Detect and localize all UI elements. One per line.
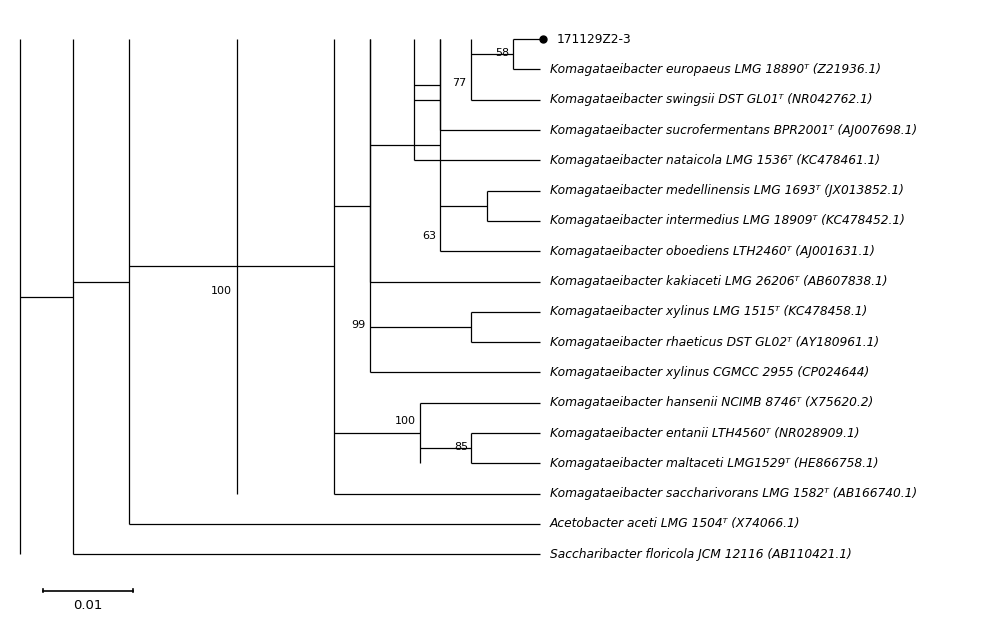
Text: Komagataeibacter europaeus LMG 18890ᵀ (Z21936.1): Komagataeibacter europaeus LMG 18890ᵀ (Z… (550, 63, 881, 76)
Text: Komagataeibacter entanii LTH4560ᵀ (NR028909.1): Komagataeibacter entanii LTH4560ᵀ (NR028… (550, 426, 860, 439)
Text: Komagataeibacter hansenii NCIMB 8746ᵀ (X75620.2): Komagataeibacter hansenii NCIMB 8746ᵀ (X… (550, 396, 873, 409)
Text: Komagataeibacter medellinensis LMG 1693ᵀ (JX013852.1): Komagataeibacter medellinensis LMG 1693ᵀ… (550, 184, 904, 197)
Text: 171129Z2-3: 171129Z2-3 (557, 33, 631, 46)
Text: 63: 63 (422, 231, 436, 241)
Text: Saccharibacter floricola JCM 12116 (AB110421.1): Saccharibacter floricola JCM 12116 (AB11… (550, 548, 852, 561)
Text: Komagataeibacter rhaeticus DST GL02ᵀ (AY180961.1): Komagataeibacter rhaeticus DST GL02ᵀ (AY… (550, 336, 879, 349)
Text: 100: 100 (211, 286, 232, 296)
Text: Komagataeibacter xylinus CGMCC 2955 (CP024644): Komagataeibacter xylinus CGMCC 2955 (CP0… (550, 366, 869, 379)
Text: Komagataeibacter kakiaceti LMG 26206ᵀ (AB607838.1): Komagataeibacter kakiaceti LMG 26206ᵀ (A… (550, 275, 888, 288)
Text: Komagataeibacter saccharivorans LMG 1582ᵀ (AB166740.1): Komagataeibacter saccharivorans LMG 1582… (550, 487, 917, 500)
Text: 0.01: 0.01 (73, 599, 102, 612)
Text: 100: 100 (395, 416, 416, 426)
Text: Komagataeibacter xylinus LMG 1515ᵀ (KC478458.1): Komagataeibacter xylinus LMG 1515ᵀ (KC47… (550, 305, 867, 318)
Text: Komagataeibacter swingsii DST GL01ᵀ (NR042762.1): Komagataeibacter swingsii DST GL01ᵀ (NR0… (550, 93, 873, 106)
Text: 77: 77 (452, 78, 467, 88)
Text: 58: 58 (495, 48, 509, 58)
Text: 85: 85 (454, 442, 468, 452)
Text: Komagataeibacter sucrofermentans BPR2001ᵀ (AJ007698.1): Komagataeibacter sucrofermentans BPR2001… (550, 123, 917, 136)
Text: Komagataeibacter intermedius LMG 18909ᵀ (KC478452.1): Komagataeibacter intermedius LMG 18909ᵀ … (550, 215, 905, 228)
Text: Komagataeibacter oboediens LTH2460ᵀ (AJ001631.1): Komagataeibacter oboediens LTH2460ᵀ (AJ0… (550, 245, 875, 258)
Text: Acetobacter aceti LMG 1504ᵀ (X74066.1): Acetobacter aceti LMG 1504ᵀ (X74066.1) (550, 518, 801, 531)
Text: Komagataeibacter maltaceti LMG1529ᵀ (HE866758.1): Komagataeibacter maltaceti LMG1529ᵀ (HE8… (550, 457, 879, 470)
Text: Komagataeibacter nataicola LMG 1536ᵀ (KC478461.1): Komagataeibacter nataicola LMG 1536ᵀ (KC… (550, 154, 880, 167)
Text: 99: 99 (352, 320, 366, 331)
